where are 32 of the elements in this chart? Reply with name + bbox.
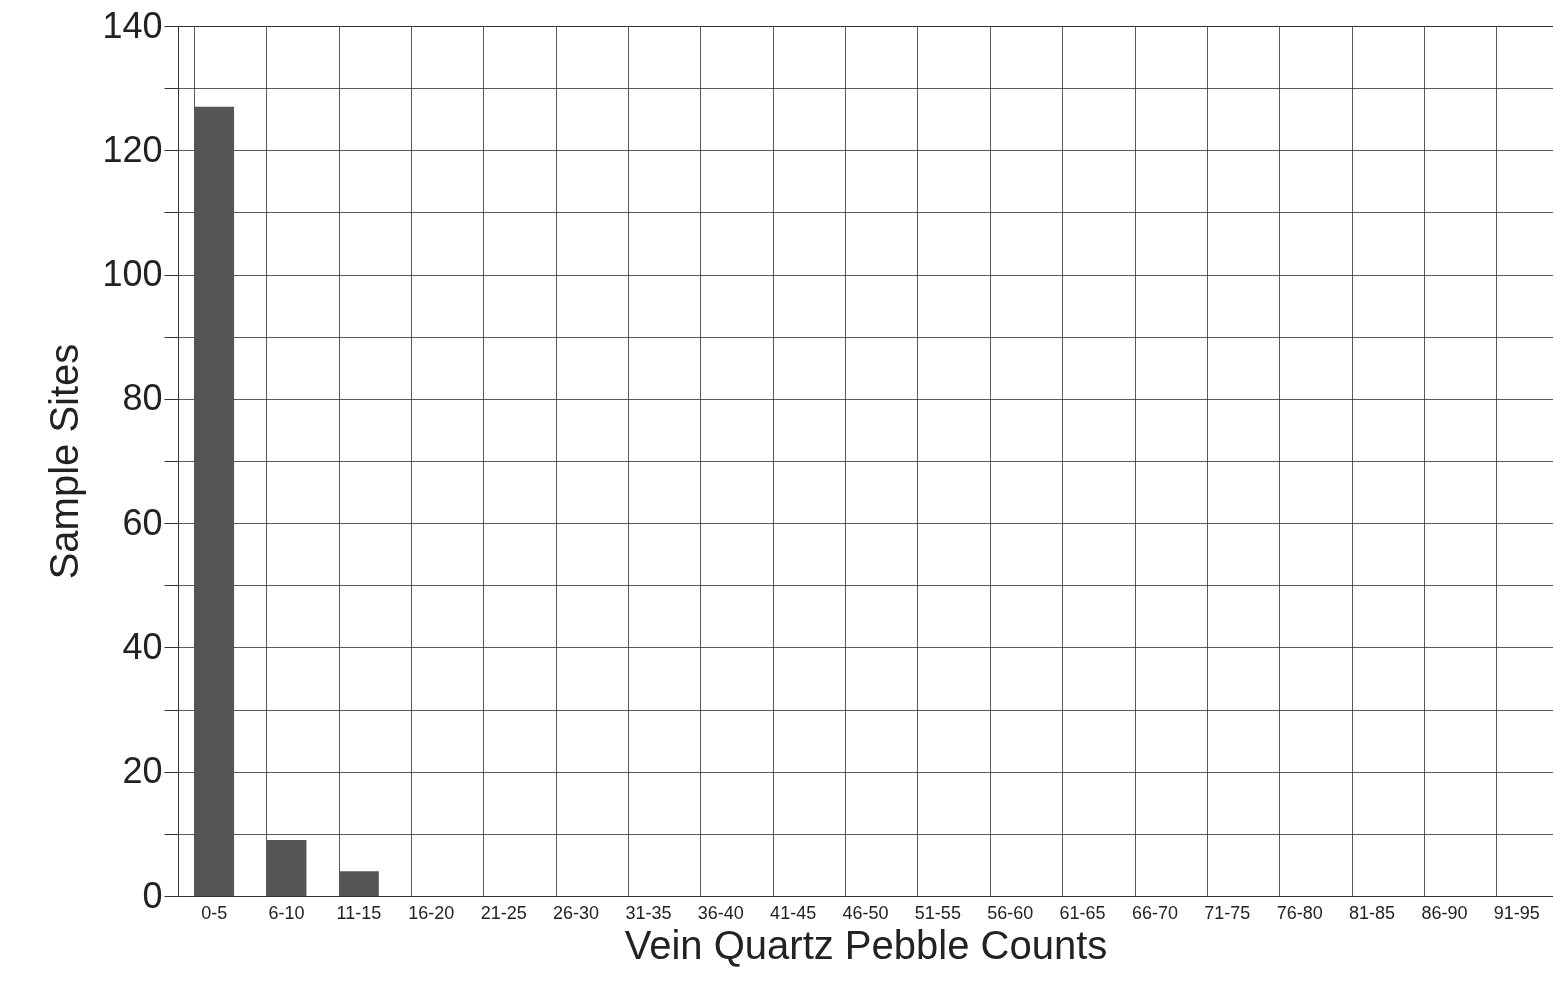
y-tick-label: 80 (122, 377, 163, 419)
y-tick-label: 120 (102, 128, 163, 170)
x-tick-label: 41-45 (770, 902, 817, 923)
y-axis-title: Sample Sites (42, 343, 87, 580)
x-tick-label: 86-90 (1421, 902, 1468, 923)
x-tick-label: 46-50 (842, 902, 889, 923)
x-tick-label: 81-85 (1349, 902, 1396, 923)
y-tick-label: 0 (142, 874, 163, 916)
y-tick-label: 60 (122, 501, 163, 543)
y-tick-label: 40 (122, 625, 163, 667)
bar (266, 840, 307, 896)
y-tick-label: 20 (122, 750, 163, 792)
bar (194, 106, 235, 896)
x-tick-label: 31-35 (625, 902, 672, 923)
y-tick-label: 100 (102, 253, 163, 295)
x-tick-label: 11-15 (336, 902, 382, 923)
x-tick-label: 21-25 (480, 902, 527, 923)
bar (339, 871, 379, 896)
x-axis-title: Vein Quartz Pebble Counts (624, 922, 1108, 967)
y-tick-label: 140 (102, 4, 163, 46)
x-tick-label: 51-55 (914, 902, 961, 923)
x-tick-label: 26-30 (553, 902, 600, 923)
x-tick-label: 91-95 (1493, 902, 1540, 923)
x-tick-label: 71-75 (1204, 902, 1251, 923)
x-tick-label: 61-65 (1059, 902, 1106, 923)
x-tick-label: 66-70 (1131, 902, 1178, 923)
x-tick-label: 76-80 (1276, 902, 1323, 923)
x-tick-label: 6-10 (268, 902, 305, 923)
x-tick-label: 16-20 (408, 902, 455, 923)
x-tick-label: 36-40 (697, 902, 744, 923)
x-tick-label: 56-60 (987, 902, 1034, 923)
x-tick-label: 0-5 (201, 902, 228, 923)
